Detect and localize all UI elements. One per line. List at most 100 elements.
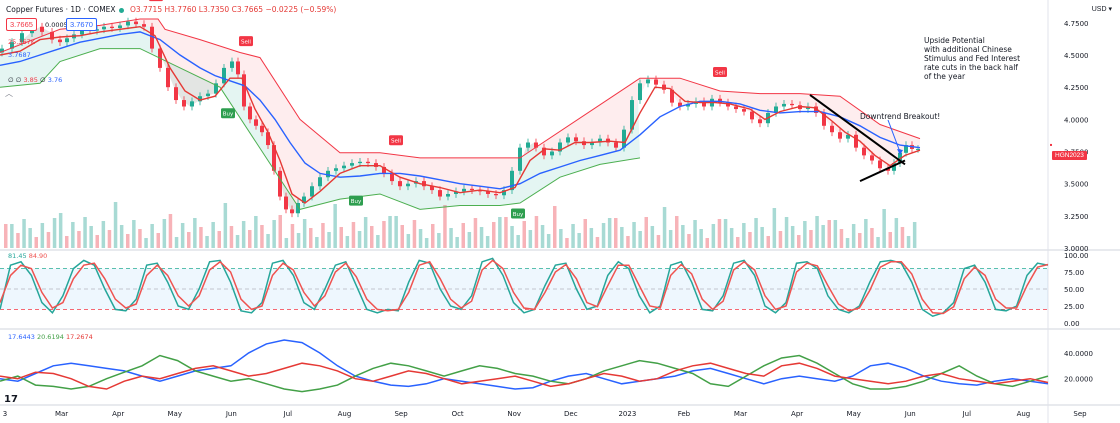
volume-bar: [504, 217, 508, 248]
candle-body: [814, 106, 818, 113]
candle-body: [510, 170, 514, 191]
volume-bar: [241, 221, 246, 248]
candle-body: [126, 21, 130, 26]
stoch-tick-label: 100.00: [1064, 252, 1089, 260]
volume-value: 25.367K: [8, 38, 36, 46]
volume-bar: [132, 220, 136, 248]
candle-body: [646, 79, 650, 84]
volume-bar: [894, 218, 899, 248]
volume-bar: [235, 235, 240, 248]
candle-body: [566, 137, 570, 143]
dmi-green-line: [0, 354, 1049, 393]
volume-bar: [858, 233, 862, 248]
candle-body: [606, 138, 610, 143]
candle-body: [662, 84, 666, 90]
chevron-up-icon[interactable]: ︿: [5, 89, 13, 98]
volume-bar: [162, 219, 167, 248]
annotation-upside[interactable]: Upside Potential with additional Chinese…: [924, 36, 1021, 81]
candle-body: [284, 196, 288, 210]
dmi-v1: 17.6443: [8, 333, 35, 341]
volume-bar: [351, 222, 356, 248]
candle-body: [686, 103, 690, 107]
candle-body: [222, 67, 226, 84]
x-tick-label: Jun: [904, 410, 916, 418]
candle-body: [526, 142, 530, 148]
candle-body: [190, 101, 194, 107]
volume-bar: [595, 237, 600, 248]
volume-bar: [199, 227, 203, 248]
dmi-red-line: [0, 362, 1049, 390]
y-tick-label: 4.7500: [1064, 20, 1089, 28]
close-value: C3.7665: [231, 5, 264, 14]
volume-bar: [333, 204, 337, 248]
volume-bar: [736, 237, 740, 248]
volume-bar: [302, 219, 307, 248]
candle-body: [916, 148, 920, 150]
volume-bar: [803, 221, 807, 248]
x-tick-label: Apr: [112, 410, 124, 418]
sell-signal-label: Sell: [151, 0, 161, 1]
candle-body: [334, 168, 338, 171]
candle-body: [398, 181, 402, 187]
volume-bar: [577, 233, 581, 248]
volume-bar: [144, 238, 148, 248]
volume-bar: [205, 236, 209, 248]
symbol-title[interactable]: Copper Futures · 1D · COMEX: [6, 5, 116, 14]
volume-bar: [479, 227, 484, 248]
volume-bar: [528, 230, 533, 248]
candle-body: [254, 119, 258, 126]
volume-bar: [607, 218, 612, 248]
ind-zero-icon: ∅ ∅: [8, 76, 24, 84]
x-tick-label: Aug: [1017, 410, 1031, 418]
volume-bar: [260, 225, 264, 248]
volume-bar: [400, 225, 404, 248]
candle-body: [550, 151, 554, 156]
dmi-legend: 17.6443 20.6194 17.2674: [8, 333, 93, 341]
volume-bar: [815, 216, 819, 248]
volume-bar: [168, 214, 173, 248]
stoch-k-value: 81.45: [8, 252, 27, 260]
volume-bar: [443, 205, 447, 248]
candle-body: [278, 170, 282, 197]
volume-bar: [58, 213, 63, 248]
buy-price-box[interactable]: 3.7670: [66, 18, 97, 31]
candle-body: [214, 83, 218, 94]
currency-selector[interactable]: USD ▾: [1092, 5, 1112, 13]
candle-body: [50, 31, 54, 40]
candle-body: [830, 125, 834, 133]
volume-bar: [284, 238, 289, 248]
volume-bar: [601, 223, 606, 248]
candle-body: [326, 170, 330, 178]
volume-bar: [126, 234, 130, 248]
candle-body: [366, 161, 370, 164]
candle-body: [790, 103, 794, 106]
chevron-down-icon: ▾: [1106, 6, 1112, 13]
stoch-tick-label: 25.00: [1064, 303, 1084, 311]
volume-bar: [394, 216, 398, 248]
volume-bar: [357, 231, 362, 248]
volume-bar: [187, 232, 191, 248]
candle-body: [296, 202, 300, 214]
candle-body: [302, 196, 306, 203]
volume-bar: [729, 228, 734, 248]
candle-body: [534, 142, 538, 148]
stop-line-sell: [0, 18, 921, 159]
ma-blue-line: [0, 31, 921, 190]
candle-body: [678, 102, 682, 107]
volume-bar: [113, 202, 118, 248]
candle-body: [166, 67, 170, 88]
volume-bar: [797, 235, 801, 248]
volume-bar: [107, 230, 112, 248]
candle-body: [236, 61, 240, 75]
candle-body: [702, 101, 706, 107]
candle-body: [342, 165, 346, 169]
candle-body: [502, 190, 506, 196]
volume-bar: [71, 222, 75, 248]
sell-price-box[interactable]: 3.7665: [6, 18, 37, 31]
volume-bar: [345, 236, 350, 248]
annotation-breakout[interactable]: Downtrend Breakout!: [860, 112, 941, 121]
spread-value: 0.0005: [45, 21, 68, 29]
